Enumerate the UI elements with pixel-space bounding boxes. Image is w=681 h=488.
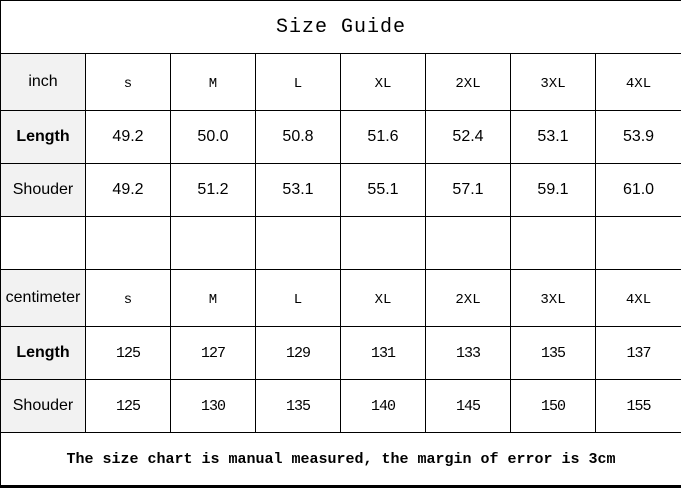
empty-cell [1,217,86,270]
empty-cell [86,217,171,270]
row-label: Shouder [1,164,86,217]
measurement-cell: 125 [86,327,171,380]
size-header: M [171,270,256,327]
measurement-cell: 52.4 [426,111,511,164]
size-header: s [86,270,171,327]
size-header: 4XL [596,270,681,327]
empty-cell [256,217,341,270]
measurement-cell: 50.0 [171,111,256,164]
size-header: 2XL [426,54,511,111]
size-header: 3XL [511,270,596,327]
measurement-cell: 51.6 [341,111,426,164]
empty-cell [341,217,426,270]
row-label: Shouder [1,380,86,433]
table-title: Size Guide [1,1,681,54]
size-header: s [86,54,171,111]
empty-cell [426,217,511,270]
measurement-cell: 59.1 [511,164,596,217]
measurement-cell: 129 [256,327,341,380]
unit-label: centimeter [1,270,86,327]
size-header: M [171,54,256,111]
measurement-cell: 53.9 [596,111,681,164]
measurement-cell: 57.1 [426,164,511,217]
measurement-cell: 131 [341,327,426,380]
measurement-cell: 150 [511,380,596,433]
size-header: XL [341,54,426,111]
size-header: 2XL [426,270,511,327]
size-header: L [256,270,341,327]
measurement-cell: 137 [596,327,681,380]
size-header: 4XL [596,54,681,111]
measurement-cell: 49.2 [86,164,171,217]
measurement-note: The size chart is manual measured, the m… [1,433,681,487]
measurement-cell: 155 [596,380,681,433]
row-label: Length [1,327,86,380]
measurement-cell: 135 [511,327,596,380]
measurement-cell: 140 [341,380,426,433]
size-header: 3XL [511,54,596,111]
measurement-cell: 49.2 [86,111,171,164]
measurement-cell: 53.1 [256,164,341,217]
empty-cell [171,217,256,270]
measurement-cell: 145 [426,380,511,433]
measurement-cell: 133 [426,327,511,380]
measurement-cell: 53.1 [511,111,596,164]
empty-cell [596,217,681,270]
measurement-cell: 61.0 [596,164,681,217]
measurement-cell: 51.2 [171,164,256,217]
measurement-cell: 125 [86,380,171,433]
note-row: The size chart is manual measured, the m… [1,433,681,487]
title-row: Size Guide [1,1,681,54]
unit-label: inch [1,54,86,111]
measurement-cell: 135 [256,380,341,433]
empty-cell [511,217,596,270]
measurement-cell: 55.1 [341,164,426,217]
row-label: Length [1,111,86,164]
measurement-cell: 50.8 [256,111,341,164]
size-header: XL [341,270,426,327]
spacer-row [1,217,681,270]
measurement-cell: 130 [171,380,256,433]
measurement-cell: 127 [171,327,256,380]
size-header: L [256,54,341,111]
